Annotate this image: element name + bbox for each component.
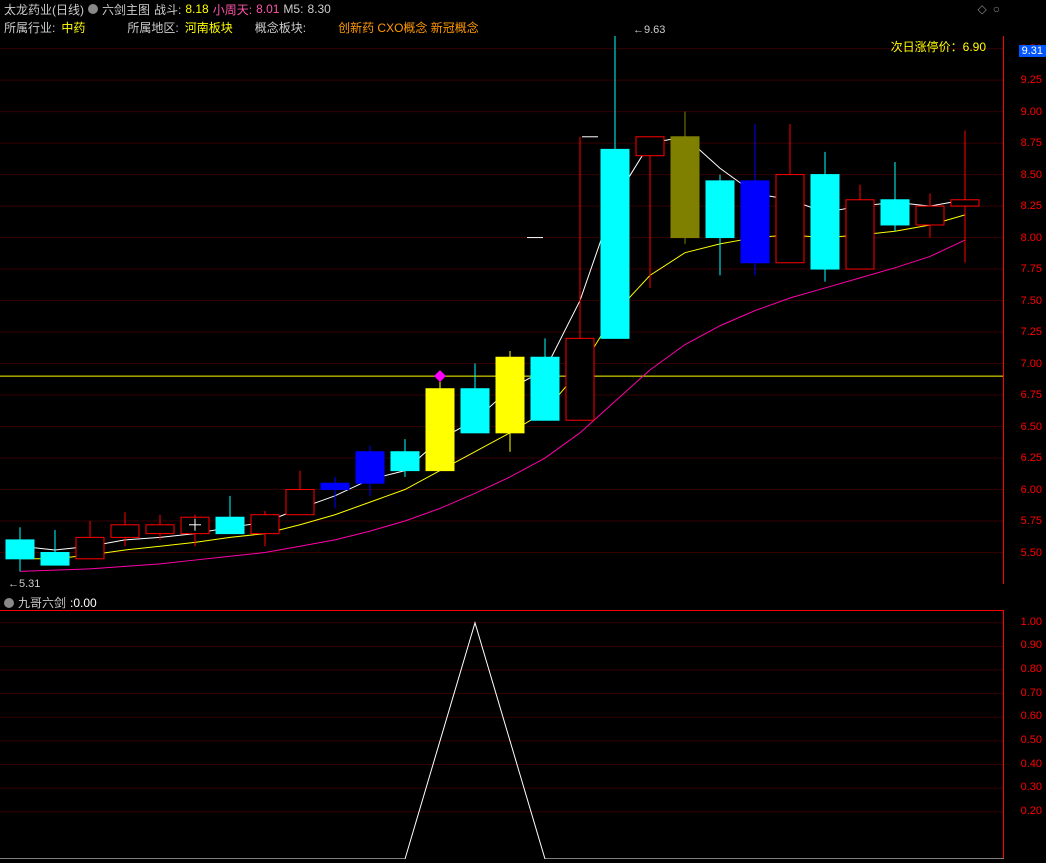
sub-title-text: 九哥六剑: [18, 594, 66, 611]
zhandou-value: 8.18: [185, 2, 208, 16]
zhandou-label: 战斗:: [154, 1, 181, 18]
limit-value-text: 6.90: [963, 40, 986, 54]
region-label: 所属地区:: [127, 19, 178, 36]
industry-label: 所属行业:: [4, 19, 55, 36]
current-price-badge: 9.31: [1019, 45, 1046, 57]
xiaozhoutian-label: 小周天:: [213, 1, 252, 18]
indicator-name: 六剑主图: [102, 1, 150, 18]
sub-value-text: :0.00: [70, 596, 97, 610]
stock-name: 太龙药业(日线): [4, 1, 84, 18]
xiaozhoutian-value: 8.01: [256, 2, 279, 16]
main-yaxis: 5.505.756.006.256.506.757.007.257.507.75…: [1003, 36, 1046, 584]
sub-chart[interactable]: [0, 610, 1004, 859]
limit-label-text: 次日涨停价：: [891, 40, 963, 54]
dot-icon: [4, 598, 14, 608]
candlestick-svg: [0, 36, 1004, 584]
top-icons: ◇ ○: [978, 2, 1000, 16]
high-marker: ←9.63: [633, 24, 665, 36]
region-value: 河南板块: [185, 19, 233, 36]
info-row: 所属行业: 中药 所属地区: 河南板块 概念板块: 创新药 CXO概念 新冠概念: [0, 18, 479, 36]
m5-label: M5:: [283, 2, 303, 16]
diamond-icon[interactable]: ◇: [978, 2, 987, 16]
main-chart[interactable]: [0, 36, 1004, 584]
sub-svg: [0, 611, 1004, 859]
concept-label: 概念板块:: [255, 19, 306, 36]
circle-icon[interactable]: ○: [993, 2, 1000, 16]
m5-value: 8.30: [307, 2, 330, 16]
limit-price: 次日涨停价：6.90: [891, 38, 986, 55]
low-marker: ←5.31: [8, 578, 40, 590]
concept-value: 创新药 CXO概念 新冠概念: [338, 19, 479, 36]
top-header: 太龙药业(日线) 六剑主图 战斗: 8.18 小周天: 8.01 M5: 8.3…: [0, 0, 331, 18]
sub-yaxis: 0.200.300.400.500.600.700.800.901.00: [1003, 610, 1046, 858]
dot-icon: [88, 4, 98, 14]
industry-value: 中药: [61, 19, 85, 36]
sub-chart-title: 九哥六剑 :0.00: [4, 594, 97, 611]
